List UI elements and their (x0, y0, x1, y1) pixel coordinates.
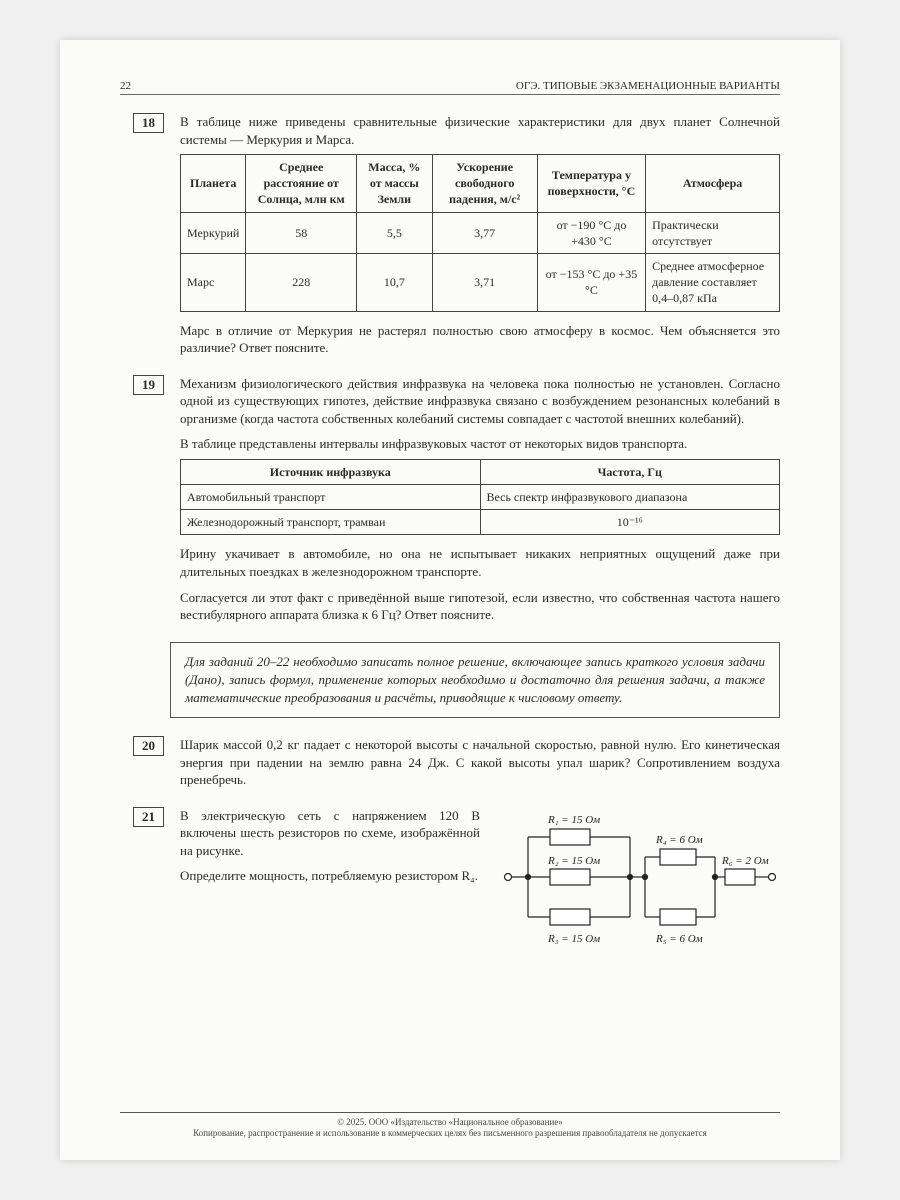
td: 228 (246, 254, 357, 312)
td: 58 (246, 212, 357, 253)
question-18: 18 В таблице ниже приведены сравнительны… (120, 113, 780, 357)
td: 3,71 (432, 254, 537, 312)
th: Источник инфразвука (181, 459, 481, 484)
question-19: 19 Механизм физиологического действия ин… (120, 375, 780, 624)
q21-p1: В электрическую сеть с напряжением 120 В… (180, 807, 480, 860)
label-r5: R₅ = 6 Ом (655, 933, 703, 945)
td: 10,7 (357, 254, 432, 312)
q18-intro: В таблице ниже приведены сравнительные ф… (180, 113, 780, 148)
question-number-box: 18 (133, 113, 164, 133)
q19-table: Источник инфразвука Частота, Гц Автомоби… (180, 459, 780, 536)
question-number-box: 19 (133, 375, 164, 395)
label-r2: R₂ = 15 Ом (547, 855, 600, 867)
th: Ускорение свободного падения, м/с² (432, 155, 537, 213)
header-title: ОГЭ. ТИПОВЫЕ ЭКЗАМЕНАЦИОННЫЕ ВАРИАНТЫ (516, 80, 780, 92)
instruction-box: Для заданий 20–22 необходимо записать по… (170, 642, 780, 719)
label-r3: R₃ = 15 Ом (547, 933, 600, 945)
th: Температура у поверхности, °C (537, 155, 645, 213)
q18-table: Планета Среднее расстояние от Солнца, мл… (180, 154, 780, 312)
th: Планета (181, 155, 246, 213)
label-r4: R₄ = 6 Ом (655, 834, 703, 846)
th: Частота, Гц (480, 459, 780, 484)
footer-line1: © 2025. ООО «Издательство «Национальное … (120, 1117, 780, 1129)
q21-p2: Определите мощность, потребляемую резист… (180, 867, 480, 885)
label-r6: R₆ = 2 Ом (721, 855, 769, 867)
circuit-diagram: R₁ = 15 Ом R₂ = 15 Ом R₃ = 15 Ом R₄ = 6 … (500, 807, 780, 952)
page-number: 22 (120, 80, 131, 92)
th: Атмосфера (646, 155, 780, 213)
label-r1: R₁ = 15 Ом (547, 814, 600, 826)
q19-p4: Согласуется ли этот факт с приведённой в… (180, 589, 780, 624)
question-number-box: 20 (133, 736, 164, 756)
th: Среднее расстояние от Солнца, млн км (246, 155, 357, 213)
td: Среднее атмосферное давление составляет … (646, 254, 780, 312)
td: от −153 °C до +35 °C (537, 254, 645, 312)
q18-after: Марс в отличие от Меркурия не растерял п… (180, 322, 780, 357)
page-header: 22 ОГЭ. ТИПОВЫЕ ЭКЗАМЕНАЦИОННЫЕ ВАРИАНТЫ (120, 80, 780, 95)
question-21: 21 В электрическую сеть с напряжением 12… (120, 807, 780, 952)
td: от −190 °C до +430 °C (537, 212, 645, 253)
footer-line2: Копирование, распространение и использов… (120, 1128, 780, 1140)
question-20: 20 Шарик массой 0,2 кг падает с некоторо… (120, 736, 780, 789)
td: 3,77 (432, 212, 537, 253)
page: 22 ОГЭ. ТИПОВЫЕ ЭКЗАМЕНАЦИОННЫЕ ВАРИАНТЫ… (60, 40, 840, 1160)
td: Марс (181, 254, 246, 312)
th: Масса, % от массы Земли (357, 155, 432, 213)
td: Меркурий (181, 212, 246, 253)
page-footer: © 2025. ООО «Издательство «Национальное … (120, 1112, 780, 1140)
td: Практически отсутствует (646, 212, 780, 253)
q19-p3: Ирину укачивает в автомобиле, но она не … (180, 545, 780, 580)
td: 10⁻¹⁶ (480, 510, 780, 535)
q19-p2: В таблице представлены интервалы инфразв… (180, 435, 780, 453)
td: Автомобильный транспорт (181, 485, 481, 510)
td: 5,5 (357, 212, 432, 253)
q20-text: Шарик массой 0,2 кг падает с некоторой в… (180, 736, 780, 789)
q19-p1: Механизм физиологического действия инфра… (180, 375, 780, 428)
td: Весь спектр инфразвукового диапазона (480, 485, 780, 510)
td: Железнодорожный транспорт, трамваи (181, 510, 481, 535)
question-number-box: 21 (133, 807, 164, 827)
